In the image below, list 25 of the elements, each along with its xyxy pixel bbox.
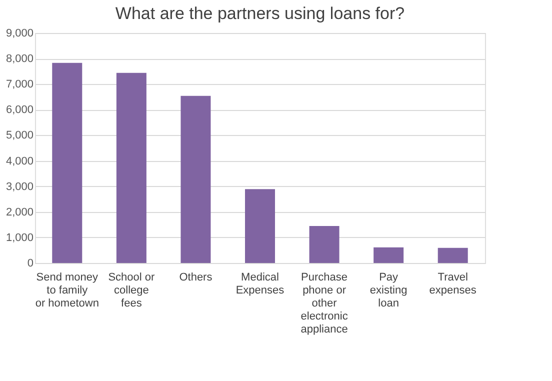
- y-tick-label: 3,000: [6, 180, 34, 193]
- bar: [52, 62, 82, 263]
- y-tick-label: 4,000: [6, 155, 34, 168]
- x-tick-label: Others: [179, 272, 213, 284]
- x-tick-label: Travel expenses: [429, 272, 477, 296]
- bar: [245, 189, 275, 263]
- chart-title: What are the partners using loans for?: [115, 4, 405, 23]
- x-tick-label: Medical Expenses: [236, 272, 285, 296]
- bar: [180, 96, 211, 263]
- y-tick-label: 8,000: [6, 53, 34, 66]
- y-tick-label: 5,000: [6, 130, 34, 142]
- bar: [374, 247, 404, 263]
- x-tick-label: Pay existing loan: [370, 272, 408, 310]
- y-tick-label: 7,000: [6, 78, 34, 91]
- bar: [116, 72, 146, 263]
- y-tick-label: 9,000: [6, 28, 34, 40]
- y-tick-label: 1,000: [6, 232, 34, 244]
- bar: [438, 248, 468, 263]
- y-tick-label: 2,000: [6, 206, 34, 218]
- y-tick-label: 6,000: [6, 104, 34, 116]
- y-tick-label: 0: [27, 258, 34, 270]
- x-tick-label: Send money to family or hometown: [35, 272, 99, 310]
- x-tick-label: Purchase phone or other electronic appliance: [300, 272, 348, 336]
- x-tick-label: School or college fees: [108, 272, 155, 310]
- bar: [309, 226, 340, 263]
